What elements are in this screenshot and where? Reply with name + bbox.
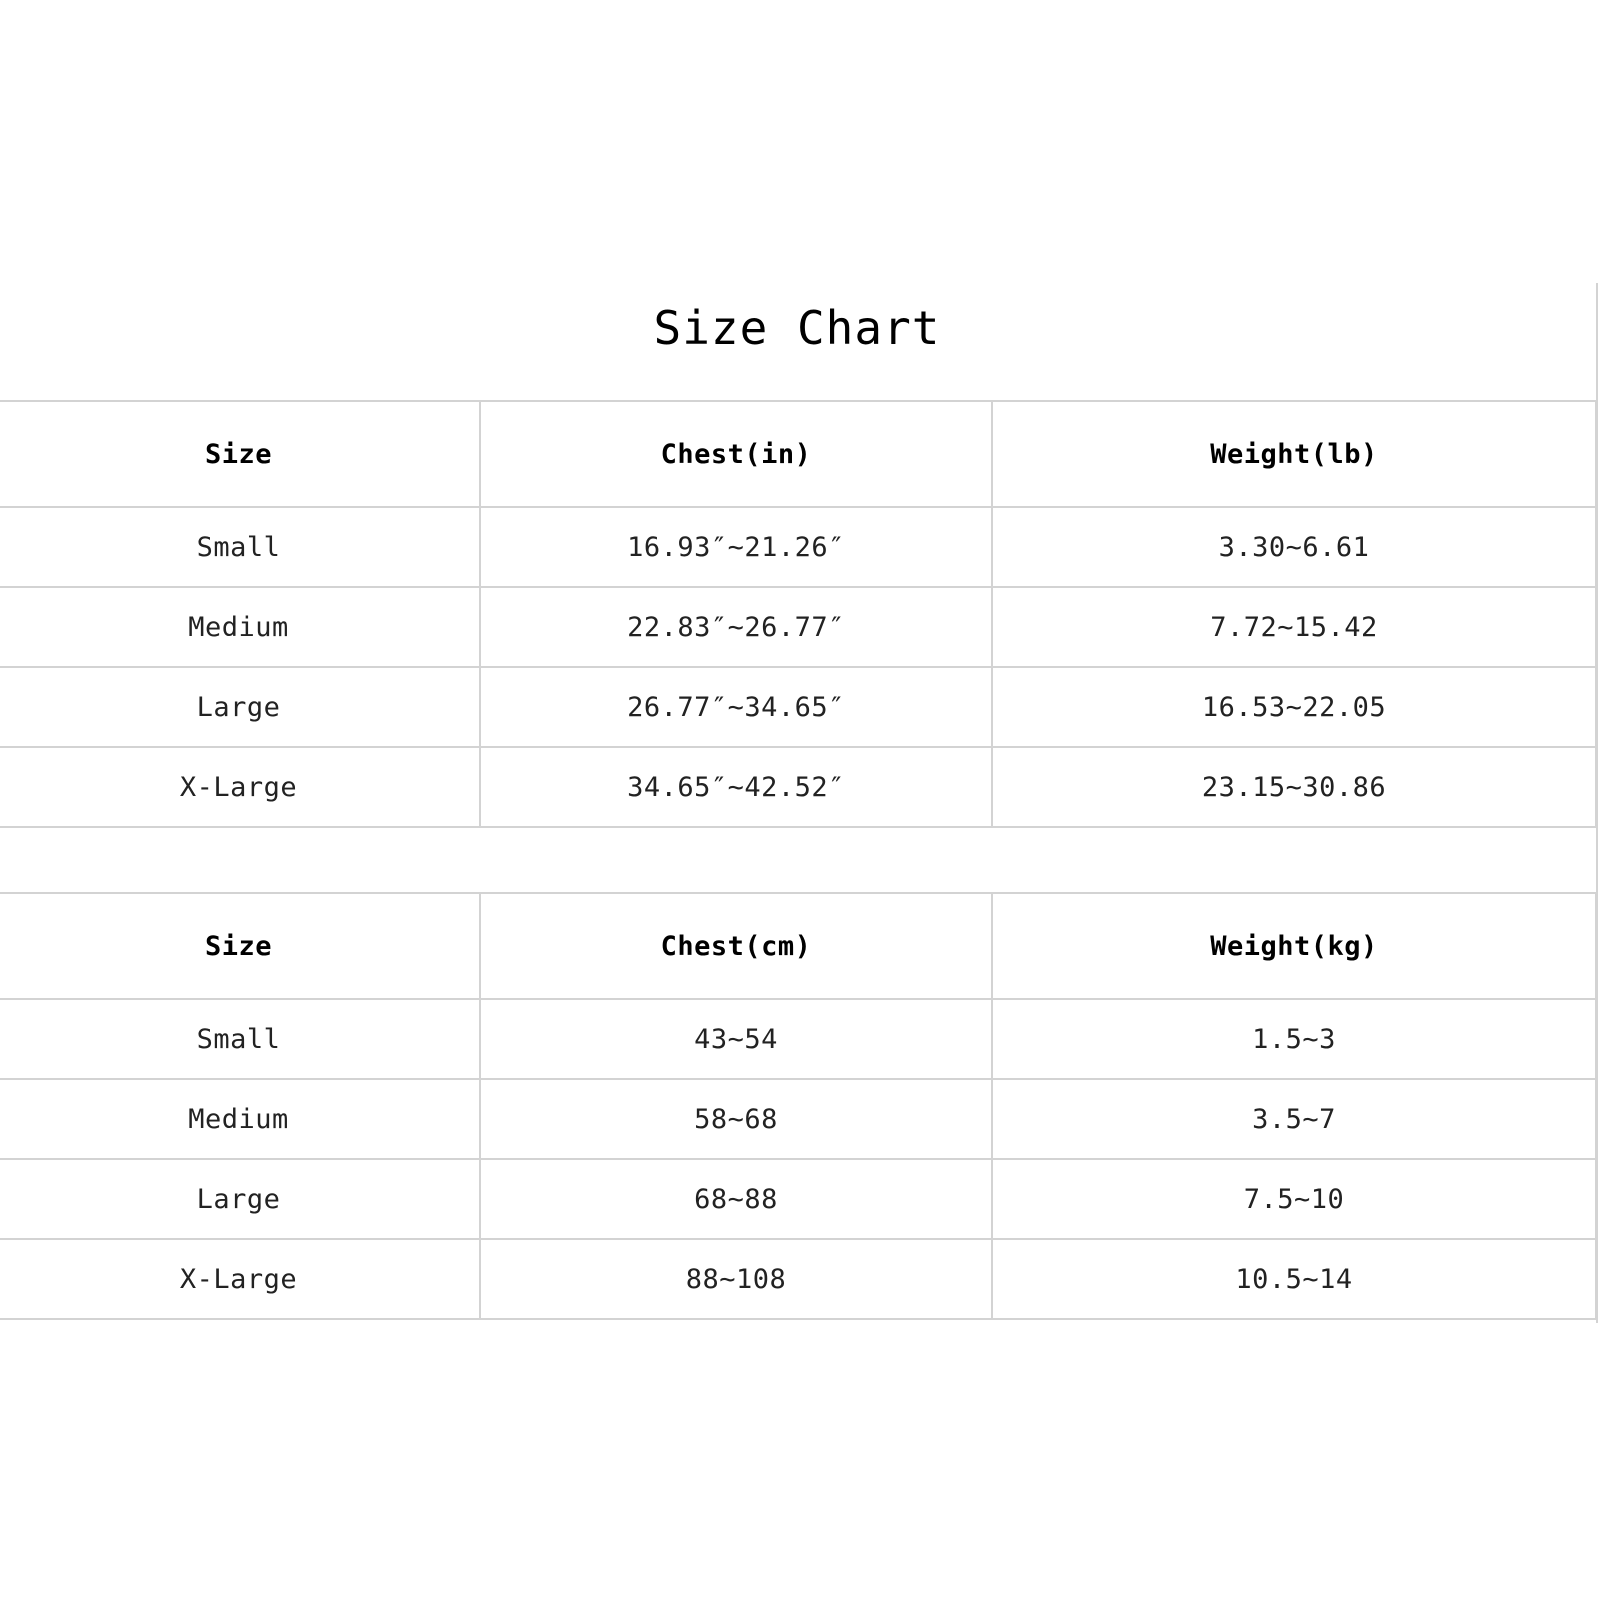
- table-header-row: Size Chest(in) Weight(lb): [0, 400, 1597, 508]
- header-chest-cm: Chest(cm): [479, 892, 993, 1000]
- size-cell: Small: [0, 998, 481, 1080]
- table-row: Medium 58~68 3.5~7: [0, 1078, 1597, 1160]
- weight-cell: 3.30~6.61: [991, 506, 1597, 588]
- table-header-row: Size Chest(cm) Weight(kg): [0, 892, 1597, 1000]
- table-row: Small 16.93″~21.26″ 3.30~6.61: [0, 506, 1597, 588]
- chest-cell: 22.83″~26.77″: [479, 586, 993, 668]
- right-border-rule: [1596, 283, 1598, 1323]
- header-chest-in: Chest(in): [479, 400, 993, 508]
- header-size: Size: [0, 892, 481, 1000]
- header-weight-kg: Weight(kg): [991, 892, 1597, 1000]
- size-cell: Medium: [0, 1078, 481, 1160]
- weight-cell: 7.72~15.42: [991, 586, 1597, 668]
- header-weight-lb: Weight(lb): [991, 400, 1597, 508]
- table-row: X-Large 88~108 10.5~14: [0, 1238, 1597, 1320]
- chest-cell: 43~54: [479, 998, 993, 1080]
- weight-cell: 23.15~30.86: [991, 746, 1597, 828]
- weight-cell: 3.5~7: [991, 1078, 1597, 1160]
- table-row: Large 26.77″~34.65″ 16.53~22.05: [0, 666, 1597, 748]
- chest-cell: 58~68: [479, 1078, 993, 1160]
- page-title: Size Chart: [653, 301, 941, 355]
- size-cell: Large: [0, 666, 481, 748]
- table-row: Small 43~54 1.5~3: [0, 998, 1597, 1080]
- header-size: Size: [0, 400, 481, 508]
- weight-cell: 16.53~22.05: [991, 666, 1597, 748]
- chest-cell: 68~88: [479, 1158, 993, 1240]
- chest-cell: 34.65″~42.52″: [479, 746, 993, 828]
- weight-cell: 1.5~3: [991, 998, 1597, 1080]
- size-cell: X-Large: [0, 1238, 481, 1320]
- chest-cell: 26.77″~34.65″: [479, 666, 993, 748]
- table-row: X-Large 34.65″~42.52″ 23.15~30.86: [0, 746, 1597, 828]
- weight-cell: 10.5~14: [991, 1238, 1597, 1320]
- size-cell: Large: [0, 1158, 481, 1240]
- table-row: Medium 22.83″~26.77″ 7.72~15.42: [0, 586, 1597, 668]
- size-table-metric: Size Chest(cm) Weight(kg) Small 43~54 1.…: [0, 892, 1597, 1320]
- size-cell: X-Large: [0, 746, 481, 828]
- size-cell: Small: [0, 506, 481, 588]
- table-row: Large 68~88 7.5~10: [0, 1158, 1597, 1240]
- size-cell: Medium: [0, 586, 481, 668]
- chest-cell: 16.93″~21.26″: [479, 506, 993, 588]
- size-table-imperial: Size Chest(in) Weight(lb) Small 16.93″~2…: [0, 400, 1597, 828]
- chest-cell: 88~108: [479, 1238, 993, 1320]
- weight-cell: 7.5~10: [991, 1158, 1597, 1240]
